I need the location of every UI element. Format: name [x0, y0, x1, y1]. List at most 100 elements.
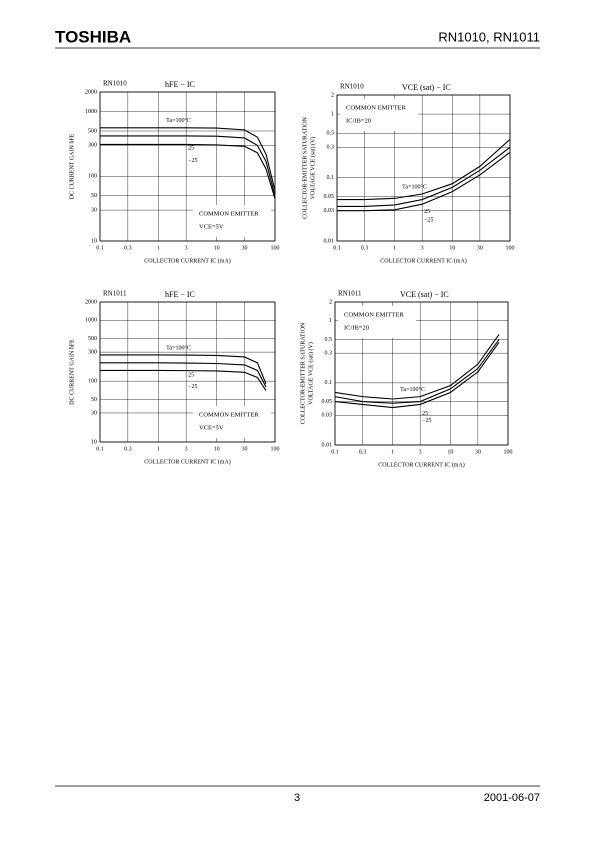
chart-subtitle: RN1011 [103, 290, 127, 298]
note-text: IC/IB=20 [346, 117, 371, 124]
x-tick-label: 1 [157, 245, 160, 251]
curve [334, 334, 500, 400]
y-tick-label: 10 [91, 238, 97, 244]
y-tick-label: 30 [91, 207, 97, 213]
curve-label: Ta=100°C [402, 183, 427, 190]
note-box [340, 99, 418, 131]
note-text: COMMON EMITTER [344, 311, 404, 318]
x-tick-label: 100 [506, 245, 515, 251]
x-tick-label: 0.3 [124, 446, 132, 452]
x-tick-label: 30 [477, 245, 483, 251]
note-text: VCE=5V [199, 223, 224, 230]
x-tick-label: 3 [185, 446, 188, 452]
x-tick-label: 0.1 [331, 449, 339, 455]
x-tick-label: 0.1 [96, 245, 104, 251]
y-tick-label: 0.05 [324, 194, 335, 200]
curve-label: −25 [188, 158, 197, 164]
x-tick-label: 0.3 [361, 245, 369, 251]
note-text: COMMON EMITTER [199, 411, 259, 418]
x-tick-label: 10 [447, 449, 453, 455]
curve [100, 362, 267, 388]
chart-title: hFE − IC [165, 80, 195, 89]
x-tick-label: 1 [157, 446, 160, 452]
chart-title: VCE (sat) − IC [400, 290, 449, 299]
note-box [193, 406, 271, 438]
y-tick-label: 0.3 [325, 351, 333, 357]
note-text: VCE=5V [199, 424, 224, 431]
note-text: COMMON EMITTER [199, 210, 259, 217]
x-tick-label: 30 [241, 446, 247, 452]
y-tick-label: 2000 [85, 299, 97, 305]
x-tick-label: 10 [214, 446, 220, 452]
date: 2001-06-07 [484, 792, 540, 804]
y-tick-label: 2 [331, 92, 334, 98]
curve-label: −25 [188, 384, 197, 390]
note-box [338, 306, 416, 338]
chart-subtitle: RN1010 [103, 80, 127, 88]
curve-label: 25 [188, 145, 194, 151]
y-tick-label: 500 [88, 128, 97, 134]
chart-subtitle: RN1011 [338, 290, 362, 298]
x-tick-label: 30 [475, 449, 481, 455]
x-tick-label: 3 [421, 245, 424, 251]
x-tick-label: 10 [214, 245, 220, 251]
curve-label: Ta=100°C [166, 344, 191, 351]
x-tick-label: 100 [504, 449, 513, 455]
y-tick-label: 2000 [85, 89, 97, 95]
y-tick-label: 50 [91, 193, 97, 199]
y-tick-label: 0.5 [327, 131, 335, 137]
x-axis-label: COLLECTOR CURRENT IC (mA) [378, 461, 465, 468]
y-axis-label: VOLTAGE VCE (sat) (V) [307, 342, 314, 405]
x-tick-label: 0.3 [359, 449, 367, 455]
x-axis-label: COLLECTOR CURRENT IC (mA) [380, 257, 467, 264]
curve [334, 341, 500, 409]
curve [100, 143, 276, 199]
curve [100, 354, 267, 385]
y-tick-label: 0.1 [327, 175, 335, 181]
curve-label: 25 [422, 411, 428, 417]
y-axis-label: COLLECTOR-EMITTER SATURATION [302, 116, 308, 218]
curve [337, 146, 511, 208]
y-tick-label: 300 [88, 143, 97, 149]
chart-subtitle: RN1010 [340, 83, 364, 91]
logo: TOSHIBA [55, 27, 131, 46]
curve-label: 25 [188, 372, 194, 378]
curve [100, 127, 276, 191]
curve-label: Ta=100°C [400, 386, 425, 393]
y-tick-label: 1 [329, 318, 332, 324]
y-tick-label: 1000 [85, 318, 97, 324]
x-tick-label: 0.3 [124, 245, 132, 251]
y-tick-label: 0.3 [327, 145, 335, 151]
y-tick-label: 300 [88, 350, 97, 356]
note-text: COMMON EMITTER [346, 104, 406, 111]
x-tick-label: 100 [271, 446, 280, 452]
y-tick-label: 100 [88, 174, 97, 180]
x-tick-label: 10 [449, 245, 455, 251]
y-tick-label: 1000 [85, 109, 97, 115]
x-tick-label: 0.1 [96, 446, 104, 452]
curve [334, 339, 500, 404]
y-tick-label: 1 [331, 111, 334, 117]
note-text: IC/IB=20 [344, 324, 369, 331]
part-number: RN1010, RN1011 [438, 29, 540, 44]
y-tick-label: 0.01 [322, 442, 333, 448]
curve-label: 25 [424, 209, 430, 215]
curve [337, 151, 511, 212]
curve [337, 138, 511, 201]
y-tick-label: 10 [91, 439, 97, 445]
y-tick-label: 500 [88, 336, 97, 342]
page-number: 3 [294, 792, 300, 804]
x-tick-label: 0.1 [333, 245, 341, 251]
y-tick-label: 30 [91, 410, 97, 416]
curve [100, 369, 267, 391]
note-box [193, 205, 271, 237]
y-tick-label: 0.1 [325, 380, 333, 386]
curve-label: −25 [424, 218, 433, 224]
y-tick-label: 0.05 [322, 399, 333, 405]
x-axis-label: COLLECTOR CURRENT IC (mA) [144, 257, 231, 264]
y-tick-label: 0.03 [322, 413, 333, 419]
curve-label: Ta=100°C [166, 117, 191, 124]
y-tick-label: 0.03 [324, 208, 335, 214]
